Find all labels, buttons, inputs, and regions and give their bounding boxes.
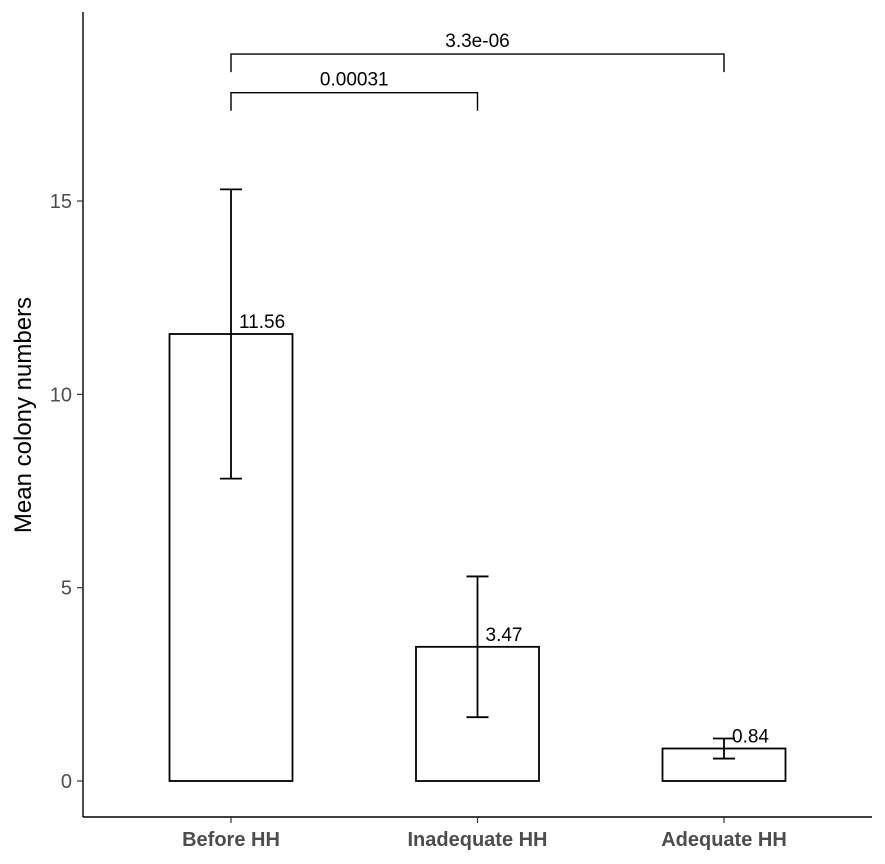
significance-label: 0.00031 — [320, 70, 389, 91]
bracket-line — [230, 53, 725, 73]
value-label-1: 11.56 — [239, 312, 285, 333]
y-tick-label: 15 — [50, 191, 72, 213]
y-tick-label: 5 — [61, 578, 72, 600]
value-label-2: 3.47 — [486, 625, 523, 646]
y-tick-label: 0 — [61, 771, 72, 793]
significance-label: 3.3e-06 — [445, 31, 509, 52]
significance-bracket-1: 0.00031 — [230, 70, 479, 111]
error-bar-3 — [713, 737, 735, 760]
x-tick-label-3: Adequate HH — [661, 829, 787, 851]
x-tick-label-1: Before HH — [182, 829, 280, 851]
plot-area: 11.56 3.47 0.84 0.00031 3.3e-06 — [168, 31, 787, 782]
value-label-3: 0.84 — [732, 727, 769, 748]
error-bar-2 — [466, 575, 489, 719]
error-bar-1 — [220, 188, 242, 480]
y-tick-label: 10 — [50, 384, 72, 406]
x-tick-label-2: Inadequate HH — [407, 829, 547, 851]
y-axis-title: Mean colony numbers — [10, 297, 37, 533]
significance-bracket-2: 3.3e-06 — [230, 31, 725, 73]
bracket-line — [230, 92, 479, 111]
